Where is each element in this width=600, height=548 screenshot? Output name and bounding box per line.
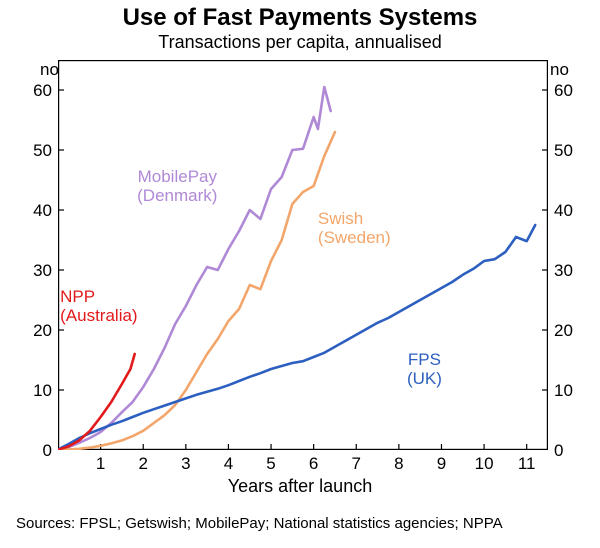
x-tick-label: 11 [517,454,537,474]
series-label-npp: NPP(Australia) [60,288,137,325]
y-tick-label: 30 [554,261,573,281]
y-tick-label: 40 [554,201,573,221]
sources-footnote: Sources: FPSL; Getswish; MobilePay; Nati… [16,515,503,532]
series-label-line: NPP [60,288,137,307]
series-label-swish: Swish(Sweden) [318,210,391,247]
chart-subtitle: Transactions per capita, annualised [0,32,600,53]
y-tick-label: 20 [554,321,573,341]
series-label-line: (Denmark) [117,187,237,206]
y-tick-label: 10 [33,381,52,401]
y-tick-label: 30 [33,261,52,281]
series-fps [58,225,535,449]
series-label-line: MobilePay [117,168,237,187]
x-tick-label: 4 [218,454,238,474]
series-label-mobilepay: MobilePay(Denmark) [117,168,237,205]
x-tick-label: 2 [133,454,153,474]
series-label-line: (Sweden) [318,229,391,248]
y-tick-label: 0 [43,441,52,461]
x-tick-label: 5 [261,454,281,474]
series-label-fps: FPS(UK) [364,351,484,388]
y-axis-unit-left: no [40,60,59,80]
x-tick-label: 3 [176,454,196,474]
y-tick-label: 60 [554,81,573,101]
x-tick-label: 8 [389,454,409,474]
x-tick-label: 7 [346,454,366,474]
series-label-line: (Australia) [60,307,137,326]
series-label-line: (UK) [364,370,484,389]
series-label-line: Swish [318,210,391,229]
y-tick-label: 10 [554,381,573,401]
y-axis-unit-right: no [550,60,569,80]
y-tick-label: 60 [33,81,52,101]
plot-area [58,60,548,450]
y-tick-label: 0 [554,441,563,461]
series-label-line: FPS [364,351,484,370]
x-tick-label: 9 [431,454,451,474]
x-tick-label: 10 [474,454,494,474]
chart-title: Use of Fast Payments Systems [0,4,600,32]
x-axis-label: Years after launch [0,476,600,497]
y-tick-label: 40 [33,201,52,221]
x-tick-label: 1 [91,454,111,474]
y-tick-label: 50 [33,141,52,161]
x-tick-label: 6 [304,454,324,474]
plot-svg [58,60,548,450]
y-tick-label: 50 [554,141,573,161]
y-tick-label: 20 [33,321,52,341]
